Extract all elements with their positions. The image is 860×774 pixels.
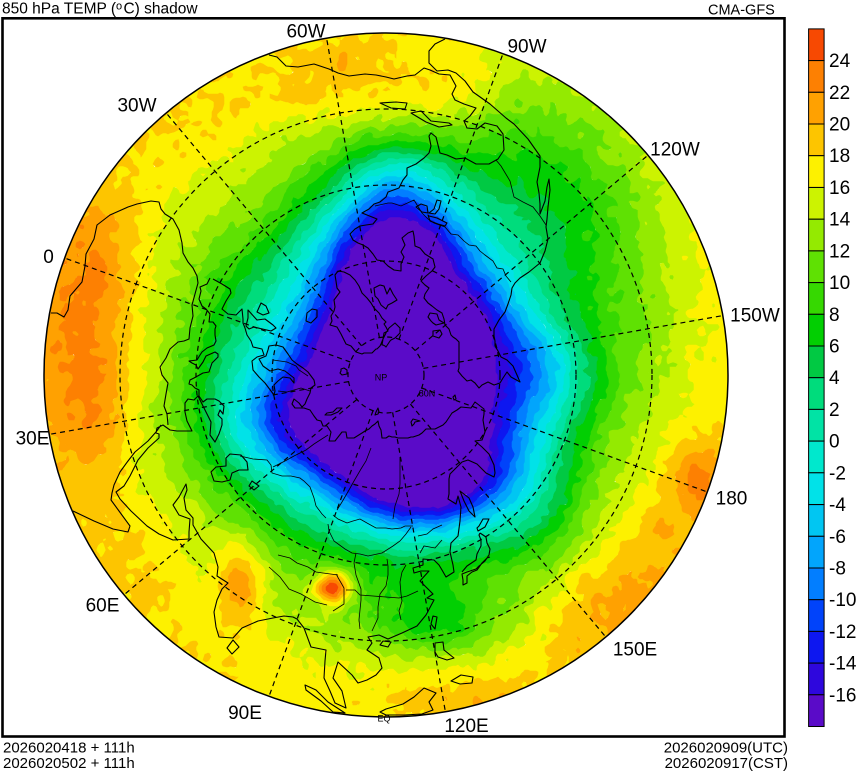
- svg-text:80N: 80N: [419, 389, 436, 399]
- svg-text:0: 0: [43, 247, 54, 268]
- svg-text:60W: 60W: [286, 22, 325, 43]
- svg-text:-10: -10: [829, 590, 856, 611]
- svg-text:150E: 150E: [613, 640, 657, 661]
- svg-text:180: 180: [716, 489, 748, 510]
- svg-text:NP: NP: [375, 373, 388, 383]
- svg-text:6: 6: [829, 337, 840, 358]
- svg-text:EQ: EQ: [377, 714, 390, 724]
- svg-text:90E: 90E: [228, 703, 262, 724]
- svg-text:20: 20: [829, 115, 850, 136]
- svg-text:CMA-GFS: CMA-GFS: [708, 3, 775, 19]
- svg-text:2026020502 + 111h: 2026020502 + 111h: [3, 755, 135, 772]
- svg-text:2026020909(UTC): 2026020909(UTC): [664, 740, 788, 757]
- svg-text:22: 22: [829, 83, 850, 104]
- svg-text:24: 24: [829, 51, 851, 72]
- svg-text:12: 12: [829, 241, 850, 262]
- svg-text:-12: -12: [829, 622, 856, 643]
- svg-text:0: 0: [829, 432, 840, 453]
- svg-text:4: 4: [829, 368, 840, 389]
- svg-text:-6: -6: [829, 527, 846, 548]
- svg-text:60E: 60E: [86, 596, 120, 617]
- svg-text:120W: 120W: [650, 140, 700, 161]
- svg-text:-14: -14: [829, 654, 857, 675]
- svg-text:30E: 30E: [16, 429, 50, 450]
- svg-text:2: 2: [829, 400, 840, 421]
- svg-text:120E: 120E: [444, 716, 488, 737]
- svg-text:-2: -2: [829, 463, 846, 484]
- svg-text:850 hPa TEMP (o C) shadow: 850 hPa TEMP (o C) shadow: [2, 1, 198, 18]
- svg-text:150W: 150W: [730, 306, 780, 327]
- svg-text:2026020917(CST): 2026020917(CST): [665, 755, 788, 772]
- svg-text:-16: -16: [829, 685, 856, 706]
- svg-text:16: 16: [829, 178, 850, 199]
- svg-text:-4: -4: [829, 495, 846, 516]
- svg-text:8: 8: [829, 305, 840, 326]
- svg-text:-8: -8: [829, 559, 846, 580]
- svg-text:30W: 30W: [117, 96, 156, 117]
- svg-text:2026020418 + 111h: 2026020418 + 111h: [3, 740, 135, 757]
- svg-text:10: 10: [829, 273, 850, 294]
- svg-text:14: 14: [829, 210, 851, 231]
- svg-text:90W: 90W: [507, 37, 546, 58]
- svg-text:18: 18: [829, 146, 850, 167]
